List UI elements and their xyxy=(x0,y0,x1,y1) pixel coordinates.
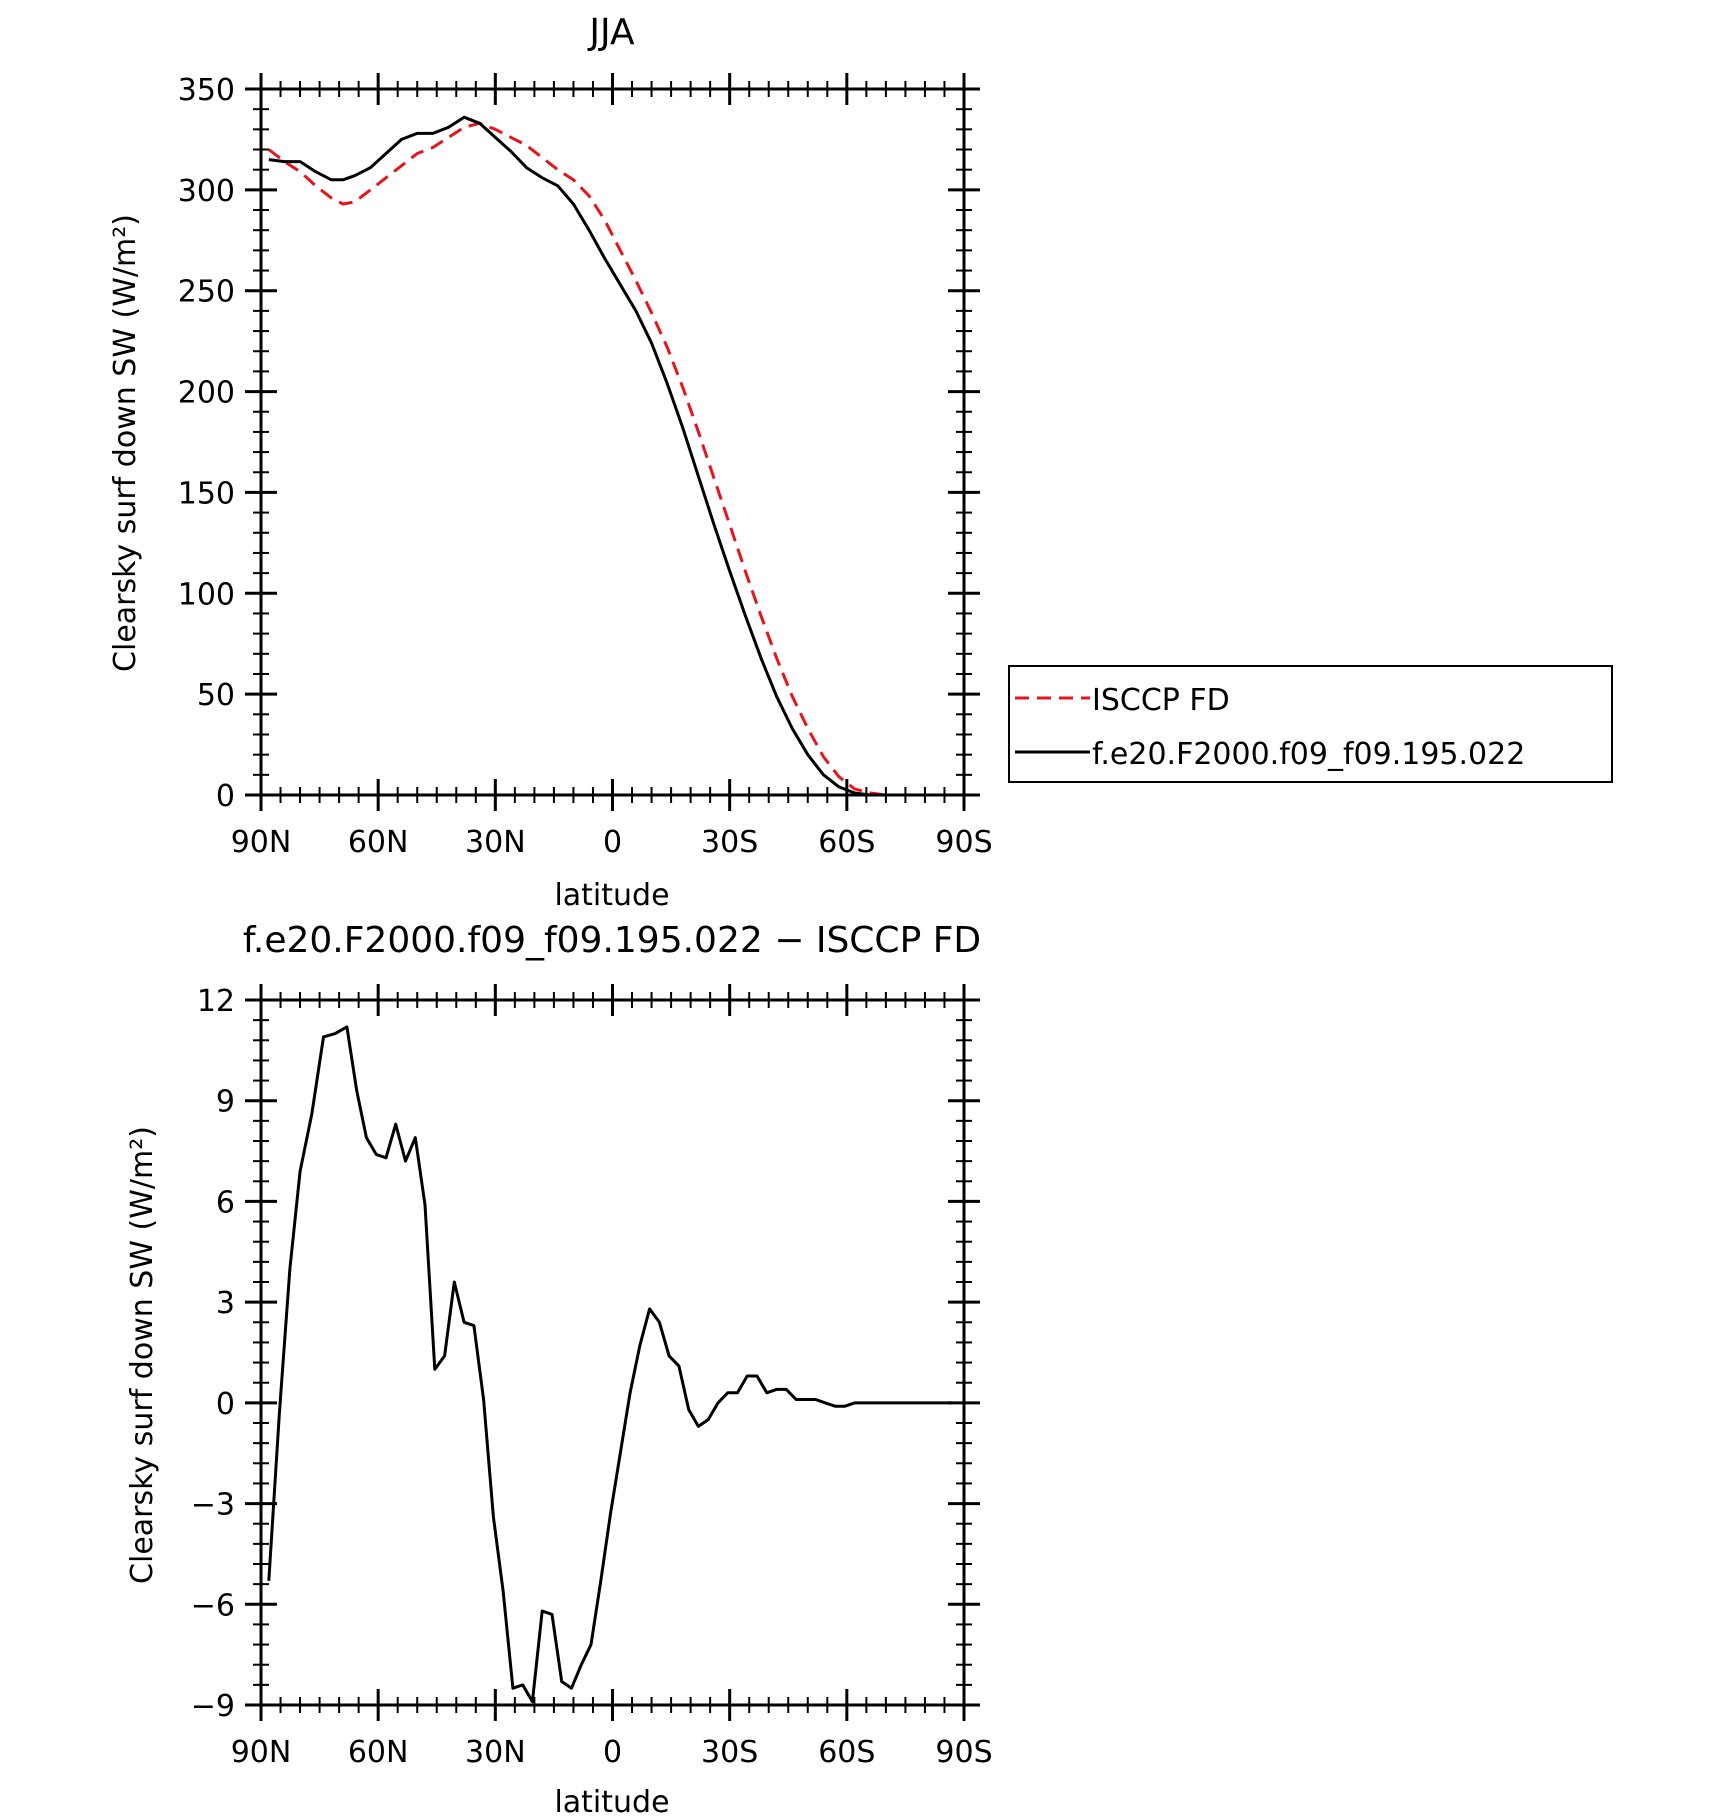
x-tick-label: 30N xyxy=(465,825,526,860)
top-panel: JJA 90N 60N 30N 0 30S 60S 90S 0 50 100 150 200 250 30… xyxy=(108,12,993,913)
legend-label-model: f.e20.F2000.f09_f09.195.022 xyxy=(1092,737,1525,772)
y-tick-label: 150 xyxy=(178,476,235,511)
series-line-1 xyxy=(268,115,949,797)
y-tick-label: 250 xyxy=(178,275,235,310)
series-line-0 xyxy=(267,121,949,797)
plot-frame xyxy=(259,87,966,797)
x-tick-label: 30S xyxy=(701,825,758,860)
bottom-panel: f.e20.F2000.f09_f09.195.022 − ISCCP FD 9… xyxy=(125,920,993,1816)
y-tick-label: −3 xyxy=(191,1488,235,1523)
y-tick-label: 50 xyxy=(197,678,235,713)
plot-frame xyxy=(259,998,966,1707)
bottom-plot-area: 90N 60N 30N 0 30S 60S 90S −9 −6 −3 0 3 6 9 12 xyxy=(191,984,993,1770)
y-tick-label: 0 xyxy=(216,779,235,814)
x-tick-label: 0 xyxy=(603,1735,622,1770)
y-tick-label: 6 xyxy=(216,1185,235,1220)
y-tick-label: 200 xyxy=(178,376,235,411)
top-xlabel: latitude xyxy=(554,878,669,913)
legend-box xyxy=(1008,665,1613,783)
x-tick-label: 90N xyxy=(231,1735,292,1770)
x-tick-label: 0 xyxy=(603,825,622,860)
top-ylabel: Clearsky surf down SW (W/m²) xyxy=(108,214,143,672)
x-tick-label: 60N xyxy=(348,1735,409,1770)
x-tick-label: 60S xyxy=(818,1735,875,1770)
bottom-title: f.e20.F2000.f09_f09.195.022 − ISCCP FD xyxy=(243,920,981,961)
bottom-ylabel: Clearsky surf down SW (W/m²) xyxy=(125,1126,160,1584)
legend-label-isccp: ISCCP FD xyxy=(1092,683,1230,718)
top-plot-area: 90N 60N 30N 0 30S 60S 90S 0 50 100 150 200 250 300 350 xyxy=(178,73,993,860)
x-tick-label: 90S xyxy=(935,825,992,860)
y-tick-label: −9 xyxy=(191,1689,235,1724)
y-tick-label: 350 xyxy=(178,73,235,108)
y-tick-label: 12 xyxy=(197,984,235,1019)
y-tick-label: 0 xyxy=(216,1387,235,1422)
x-tick-label: 30N xyxy=(465,1735,526,1770)
bottom-xlabel: latitude xyxy=(554,1785,669,1816)
y-tick-label: 100 xyxy=(178,577,235,612)
top-title: JJA xyxy=(587,12,635,53)
y-tick-label: 3 xyxy=(216,1286,235,1321)
x-tick-label: 60N xyxy=(348,825,409,860)
y-tick-label: −6 xyxy=(191,1588,235,1623)
series-line-0 xyxy=(267,1025,953,1704)
x-tick-label: 60S xyxy=(818,825,875,860)
x-tick-label: 90N xyxy=(231,825,292,860)
y-tick-label: 9 xyxy=(216,1085,235,1120)
x-tick-label: 90S xyxy=(935,1735,992,1770)
y-tick-label: 300 xyxy=(178,174,235,209)
x-tick-label: 30S xyxy=(701,1735,758,1770)
legend: ISCCP FD f.e20.F2000.f09_f09.195.022 xyxy=(1008,665,1613,783)
